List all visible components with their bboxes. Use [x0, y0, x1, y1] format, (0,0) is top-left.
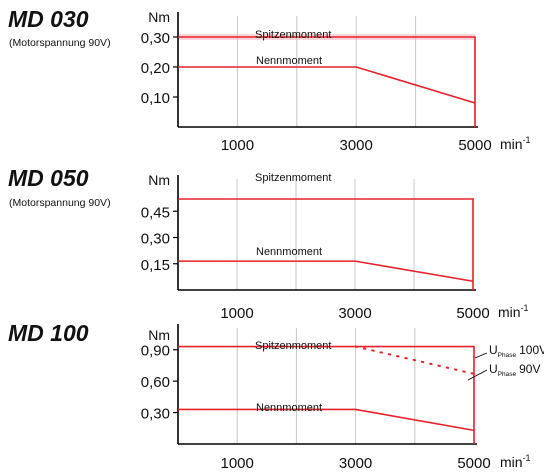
annotation-leader: [474, 352, 488, 359]
y-tick-label: 0,20: [141, 60, 170, 77]
series-line: [178, 36, 476, 127]
x-tick-label: 1000: [221, 137, 254, 154]
chart-md100: MD 100 0,30 0,60 0,90 Nm 1000 3000 5000 min-1 Sp…: [0, 320, 544, 474]
series-line: [354, 345, 475, 375]
x-axis-unit-exponent: -1: [523, 135, 531, 145]
series-label: Spitzenmoment: [255, 172, 331, 184]
chart-title: MD 050: [8, 165, 89, 191]
annotation-subscript: Phase: [498, 352, 517, 359]
y-tick-label: 0,60: [141, 374, 170, 391]
x-tick-label: 1000: [221, 455, 254, 472]
series-label: Nennmoment: [256, 246, 322, 258]
x-tick-label: 5000: [456, 305, 489, 322]
y-axis-label: Nm: [148, 327, 170, 343]
series-label: Spitzenmoment: [255, 29, 331, 41]
x-tick-label: 5000: [458, 137, 491, 154]
series-line: [178, 345, 475, 444]
annotation-subscript: Phase: [498, 371, 517, 378]
y-tick-label: 0,30: [141, 231, 170, 248]
annotation-value: 100V: [519, 343, 544, 357]
x-tick-label: 5000: [457, 455, 490, 472]
x-axis-unit-exponent: -1: [523, 453, 531, 463]
x-tick-label: 3000: [340, 137, 373, 154]
y-tick-label: 0,30: [141, 30, 170, 47]
annotation-value: 90V: [519, 362, 540, 376]
y-axis-label: Nm: [148, 172, 170, 188]
x-tick-label: 3000: [339, 455, 372, 472]
chart-md030: MD 030 (Motorspannung 90V) 0,10 0,20 0,30 N…: [0, 0, 544, 155]
chart-title: MD 030: [8, 6, 89, 32]
chart-plot-md050: 0,15 0,30 0,45 Nm 1000 3000 5000 min-1 Spitzenmo…: [141, 172, 529, 322]
series-label: Nennmoment: [256, 55, 322, 67]
y-tick-label: 0,45: [141, 204, 170, 221]
x-axis-unit-exponent: -1: [521, 303, 529, 313]
x-tick-label: 3000: [338, 305, 371, 322]
y-tick-label: 0,15: [141, 257, 170, 274]
annotation-label: UPhase 90V: [489, 362, 540, 378]
series-line: [178, 66, 476, 104]
chart-title: MD 100: [8, 320, 89, 346]
series-label: Spitzenmoment: [255, 340, 331, 352]
x-tick-label: 1000: [220, 305, 253, 322]
chart-plot-md030: 0,10 0,20 0,30 Nm 1000 3000 5000 min-1 Spitzenmo…: [141, 9, 531, 154]
x-axis-unit: min-1: [498, 303, 529, 320]
series-line: [178, 198, 474, 290]
x-axis-unit: min-1: [500, 135, 531, 152]
series-line: [178, 260, 474, 283]
series-label: Nennmoment: [256, 402, 322, 414]
series-line: [178, 408, 475, 432]
chart-md050: MD 050 (Motorspannung 90V) 0,15 0,30 0,45 N…: [0, 155, 544, 322]
y-tick-label: 0,30: [141, 406, 170, 423]
annotation-label: UPhase 100V: [489, 343, 544, 359]
x-axis-unit: min-1: [500, 453, 531, 470]
annotation-leader: [467, 369, 488, 381]
y-tick-label: 0,10: [141, 90, 170, 107]
y-axis-label: Nm: [148, 9, 170, 25]
y-tick-label: 0,90: [141, 343, 170, 360]
chart-subtitle: (Motorspannung 90V): [9, 37, 111, 49]
chart-subtitle: (Motorspannung 90V): [9, 197, 111, 209]
